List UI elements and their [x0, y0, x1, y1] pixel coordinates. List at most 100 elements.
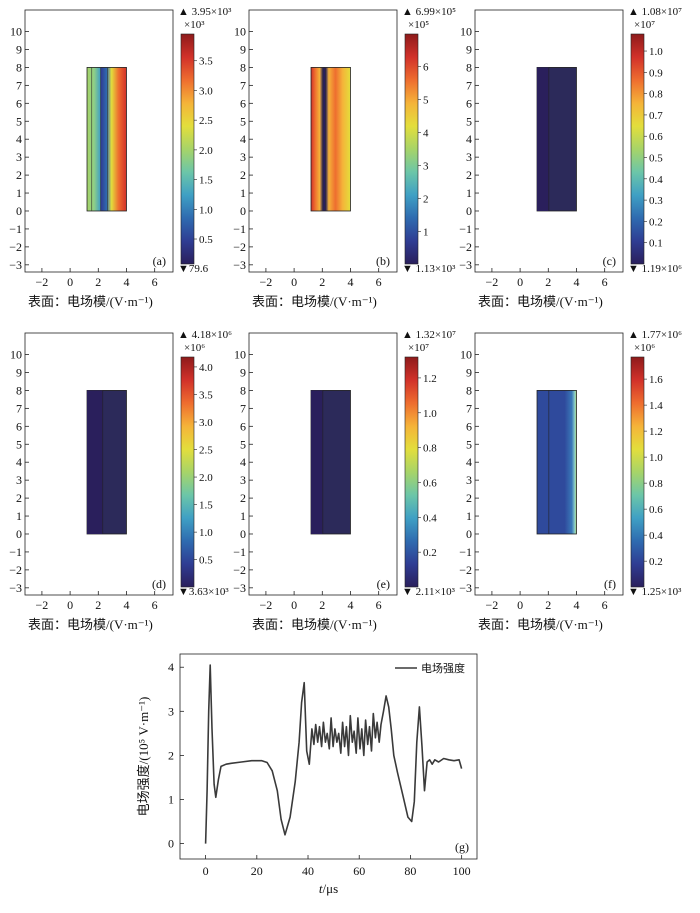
- x-tick-label: 0: [67, 275, 73, 289]
- y-tick-label: 0: [16, 527, 22, 541]
- colorbar-tick-label: 3.5: [199, 56, 213, 68]
- y-tick-label: 2: [466, 168, 472, 182]
- panel-caption: 表面：电场模/(V·m⁻¹): [252, 617, 377, 632]
- y-tick-label: 9: [466, 42, 472, 56]
- y-tick-label: 7: [16, 401, 22, 415]
- x-tick-label: 2: [95, 598, 101, 612]
- colorbar-tick-label: 1.2: [423, 373, 437, 385]
- y-tick-label: 4: [16, 132, 22, 146]
- x-tick-label: 6: [152, 275, 158, 289]
- colorbar-tick-label: 0.6: [649, 131, 663, 143]
- x-tick-label: 40: [302, 864, 314, 878]
- x-tick-label: 2: [95, 275, 101, 289]
- y-tick-label: 1: [240, 509, 246, 523]
- y-tick-label: −3: [233, 258, 246, 272]
- colorbar-tick-label: 0.8: [649, 89, 663, 101]
- y-tick-label: 10: [10, 25, 22, 39]
- y-tick-label: 3: [240, 473, 246, 487]
- colorbar-tick-label: 1.6: [649, 374, 663, 386]
- panel-label: (e): [377, 577, 390, 591]
- field-hot-band: [537, 67, 549, 211]
- colorbar-tick-label: 4.0: [199, 362, 213, 374]
- y-tick-label: 6: [466, 96, 472, 110]
- x-tick-label: 4: [347, 598, 353, 612]
- y-tick-label: −1: [233, 222, 246, 236]
- colorbar-max: ▲ 1.77×10⁶: [628, 329, 682, 341]
- x-tick-label: 6: [602, 275, 608, 289]
- colorbar-multiplier: ×10⁷: [408, 342, 429, 354]
- y-tick-label: 7: [16, 78, 22, 92]
- x-tick-label: 0: [517, 598, 523, 612]
- x-tick-label: −2: [36, 275, 49, 289]
- y-tick-label: 5: [466, 114, 472, 128]
- plot-frame: [179, 653, 478, 860]
- y-tick-label: 4: [466, 455, 472, 469]
- colorbar-tick-label: 0.8: [649, 478, 663, 490]
- y-tick-label: 5: [16, 114, 22, 128]
- legend-label: 电场强度: [421, 661, 465, 675]
- y-tick-label: 1: [466, 186, 472, 200]
- colorbar: [404, 356, 419, 588]
- y-tick-label: 0: [16, 204, 22, 218]
- y-tick-label: 4: [240, 132, 246, 146]
- y-tick-label: 7: [240, 401, 246, 415]
- x-tick-label: −2: [260, 598, 273, 612]
- y-tick-label: 10: [234, 25, 246, 39]
- y-tick-label: −2: [459, 240, 472, 254]
- y-tick-label: 8: [240, 60, 246, 74]
- colorbar-tick-label: 4: [423, 128, 429, 140]
- y-tick-label: 1: [168, 792, 174, 806]
- y-tick-label: 7: [466, 401, 472, 415]
- y-tick-label: 4: [168, 660, 174, 674]
- x-tick-label: 4: [123, 598, 129, 612]
- field-region: [536, 390, 577, 535]
- colorbar-tick-label: 1.5: [199, 500, 213, 512]
- colorbar-tick-label: 1.0: [423, 408, 437, 420]
- y-tick-label: 8: [466, 60, 472, 74]
- panel-label: (c): [603, 254, 616, 268]
- colorbar-tick-label: 3.5: [199, 389, 213, 401]
- y-tick-label: −2: [233, 563, 246, 577]
- panel-caption: 表面：电场模/(V·m⁻¹): [28, 617, 153, 632]
- y-tick-label: 8: [240, 383, 246, 397]
- x-tick-label: 2: [319, 598, 325, 612]
- colorbar-tick-label: 0.9: [649, 67, 663, 79]
- y-tick-label: −1: [459, 545, 472, 559]
- panel-caption: 表面：电场模/(V·m⁻¹): [28, 294, 153, 309]
- colorbar-tick-label: 0.1: [649, 238, 663, 250]
- panel-label: (g): [455, 840, 469, 854]
- colorbar-tick-label: 6: [423, 62, 429, 74]
- x-tick-label: 80: [404, 864, 416, 878]
- colorbar-max: ▲ 4.18×10⁶: [178, 329, 232, 341]
- y-tick-label: 10: [460, 25, 472, 39]
- panel-caption: 表面：电场模/(V·m⁻¹): [478, 617, 603, 632]
- x-tick-label: 60: [353, 864, 365, 878]
- x-tick-label: 4: [573, 598, 579, 612]
- y-tick-label: 9: [16, 42, 22, 56]
- x-tick-label: 6: [376, 275, 382, 289]
- y-tick-label: 10: [460, 348, 472, 362]
- y-tick-label: −2: [9, 240, 22, 254]
- colorbar-tick-label: 2.0: [199, 472, 213, 484]
- y-tick-label: 6: [240, 419, 246, 433]
- y-tick-label: 2: [240, 168, 246, 182]
- y-tick-label: 3: [466, 473, 472, 487]
- x-axis-label-unit: /μs: [322, 881, 338, 896]
- x-tick-label: 4: [573, 275, 579, 289]
- y-axis-label: 电场强度/(10⁵ V·m⁻¹): [136, 697, 151, 817]
- field-hot-band: [87, 390, 103, 534]
- colorbar-tick-label: 0.5: [199, 555, 213, 567]
- colorbar-tick-label: 1.0: [649, 46, 663, 58]
- y-tick-label: 6: [240, 96, 246, 110]
- colorbar-tick-label: 0.2: [423, 547, 437, 559]
- x-tick-label: 2: [545, 275, 551, 289]
- colorbar-tick-label: 3: [423, 161, 429, 173]
- y-tick-label: 8: [466, 383, 472, 397]
- y-tick-label: 3: [16, 473, 22, 487]
- colorbar-tick-label: 0.4: [423, 512, 437, 524]
- y-tick-label: 6: [16, 96, 22, 110]
- panel-caption: 表面：电场模/(V·m⁻¹): [252, 294, 377, 309]
